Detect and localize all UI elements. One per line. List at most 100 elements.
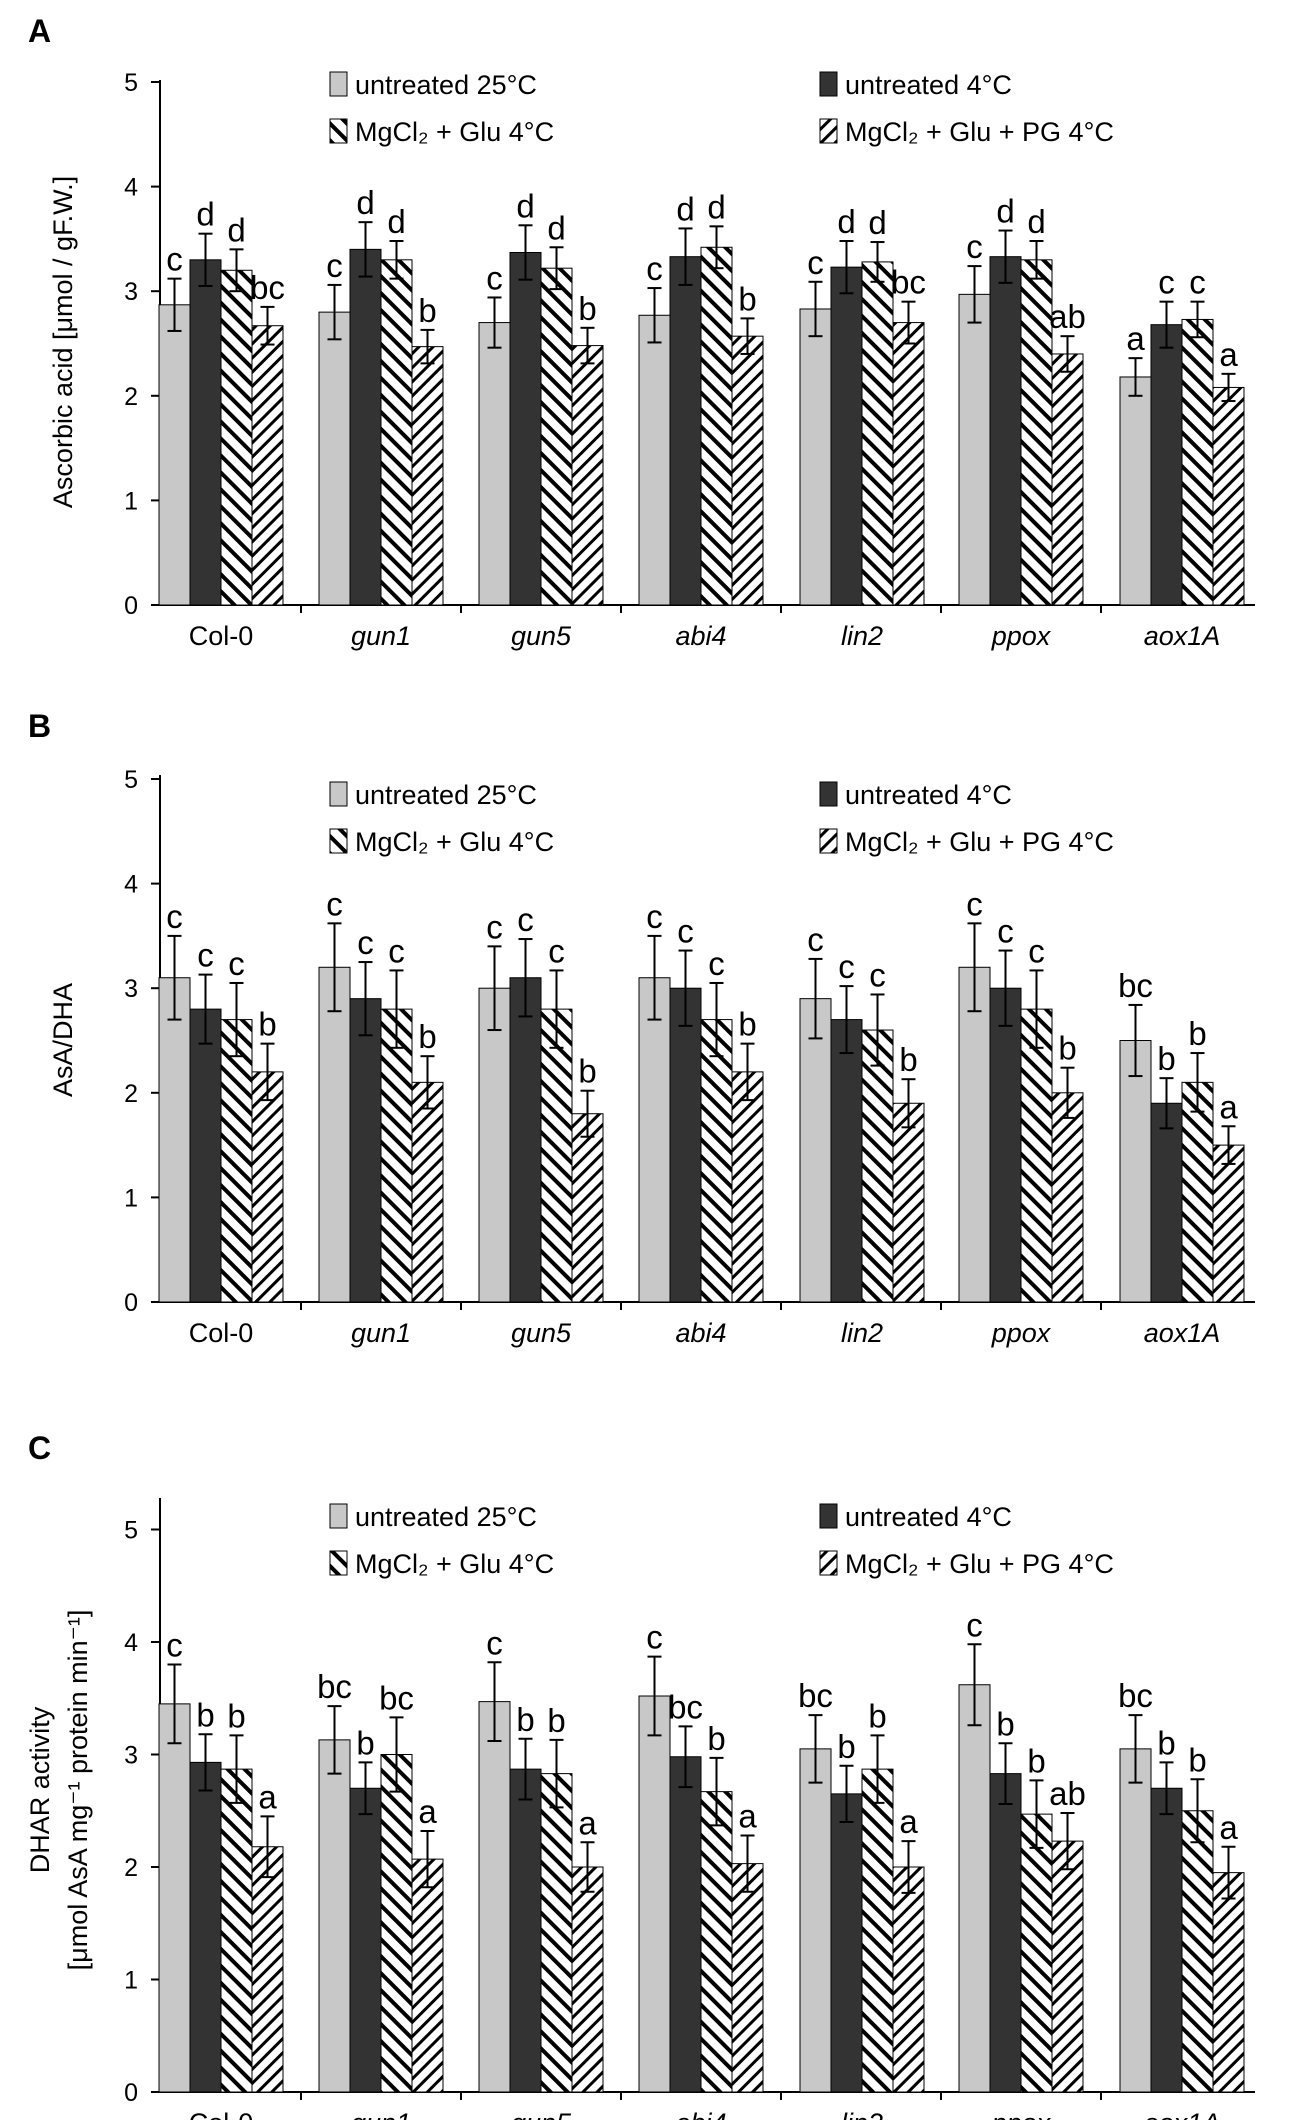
significance-letter: a xyxy=(258,1778,277,1815)
significance-letter: bc xyxy=(1118,1677,1153,1714)
error-bar xyxy=(358,221,373,278)
bar xyxy=(380,1754,413,2093)
error-bar xyxy=(549,1738,564,1809)
bar xyxy=(638,977,671,1303)
y-tick-label: 5 xyxy=(124,69,138,97)
bar xyxy=(669,256,702,606)
significance-letter: d xyxy=(1027,203,1045,240)
error-bar xyxy=(198,1733,213,1792)
significance-letter: c xyxy=(646,898,663,935)
error-bar xyxy=(1190,300,1205,339)
bar xyxy=(1181,318,1214,606)
error-bar xyxy=(327,922,342,1013)
error-bar xyxy=(327,283,342,341)
bar xyxy=(509,977,542,1303)
x-tick-label: Col-0 xyxy=(189,1318,254,1348)
y-tick-label: 3 xyxy=(124,278,138,306)
bar xyxy=(731,1863,764,2093)
error-bar xyxy=(389,1716,404,1793)
error-bar xyxy=(358,1761,373,1816)
error-bar xyxy=(1221,1125,1236,1165)
bar xyxy=(731,1071,764,1303)
error-bar xyxy=(839,1764,854,1823)
bar xyxy=(571,345,604,606)
error-bar xyxy=(901,1840,916,1894)
bar xyxy=(861,1768,894,2093)
x-tick-label: ppox xyxy=(991,2108,1052,2120)
legend-swatch xyxy=(329,781,348,807)
x-tick-label: gun5 xyxy=(511,1318,572,1348)
y-tick-label: 3 xyxy=(124,975,138,1003)
significance-letter: b xyxy=(578,1053,596,1090)
y-tick-label: 0 xyxy=(124,592,138,620)
significance-letter: c xyxy=(326,885,343,922)
significance-letter: d xyxy=(868,204,886,241)
significance-letter: c xyxy=(357,924,374,961)
error-bar xyxy=(487,1661,502,1742)
significance-letter: b xyxy=(1058,1030,1076,1067)
error-bar xyxy=(1060,1066,1075,1119)
bar xyxy=(799,308,832,606)
significance-letter: ab xyxy=(1049,1775,1086,1812)
bar xyxy=(509,251,542,606)
bar xyxy=(1051,353,1084,606)
significance-letter: c xyxy=(677,913,694,950)
significance-letter: b xyxy=(1157,1724,1175,1761)
bar xyxy=(540,1773,573,2093)
significance-letter: c xyxy=(966,228,983,265)
error-bar xyxy=(808,957,823,1040)
error-bar xyxy=(198,232,213,287)
bar xyxy=(158,1703,191,2093)
legend-label: untreated 4°C xyxy=(845,1502,1012,1532)
error-bar xyxy=(740,317,755,355)
error-bar xyxy=(901,1078,916,1129)
bar xyxy=(1150,1102,1183,1303)
legend-item: MgCl₂ + Glu 4°C xyxy=(329,827,554,857)
bar xyxy=(1020,1008,1053,1303)
bar xyxy=(540,1008,573,1303)
error-bar xyxy=(1029,969,1044,1049)
significance-letter: b xyxy=(418,292,436,329)
x-tick-label: lin2 xyxy=(841,2108,883,2120)
bar xyxy=(251,1071,284,1303)
error-bar xyxy=(1029,1779,1044,1849)
bar xyxy=(349,998,382,1303)
x-tick-label: abi4 xyxy=(675,621,726,651)
error-bar xyxy=(260,305,275,346)
significance-letter: bc xyxy=(317,1668,352,1705)
significance-letter: c xyxy=(486,908,503,945)
bar xyxy=(251,1846,284,2093)
legend-label: untreated 25°C xyxy=(355,1502,537,1532)
error-bar xyxy=(549,246,564,291)
legend-item: untreated 4°C xyxy=(819,70,1012,100)
significance-letter: bc xyxy=(668,1688,703,1725)
bar xyxy=(349,248,382,606)
significance-letter: d xyxy=(676,190,694,227)
bar xyxy=(669,987,702,1303)
x-tick-label: abi4 xyxy=(675,1318,726,1348)
error-bar xyxy=(678,1725,693,1789)
bar xyxy=(989,256,1022,606)
error-bar xyxy=(1060,1812,1075,1871)
y-tick-label: 5 xyxy=(124,766,138,794)
error-bar xyxy=(709,225,724,270)
bar xyxy=(189,1008,222,1303)
error-bar xyxy=(389,239,404,280)
error-bar xyxy=(518,1737,533,1801)
significance-letter: a xyxy=(1219,1088,1238,1125)
legend-label: MgCl₂ + Glu + PG 4°C xyxy=(845,117,1114,147)
bar xyxy=(251,325,284,606)
y-tick-label: 2 xyxy=(124,1854,138,1882)
error-bar xyxy=(647,934,662,1021)
significance-letter: bc xyxy=(250,269,285,306)
y-tick-label: 1 xyxy=(124,1967,138,1995)
error-bar xyxy=(580,1089,595,1138)
significance-letter: bc xyxy=(891,264,926,301)
bar xyxy=(1181,1810,1214,2093)
significance-letter: c xyxy=(1028,932,1045,969)
significance-letter: c xyxy=(326,247,343,284)
bar xyxy=(189,1761,222,2093)
error-bar xyxy=(389,969,404,1049)
significance-letter: d xyxy=(356,184,374,221)
bar xyxy=(989,987,1022,1303)
